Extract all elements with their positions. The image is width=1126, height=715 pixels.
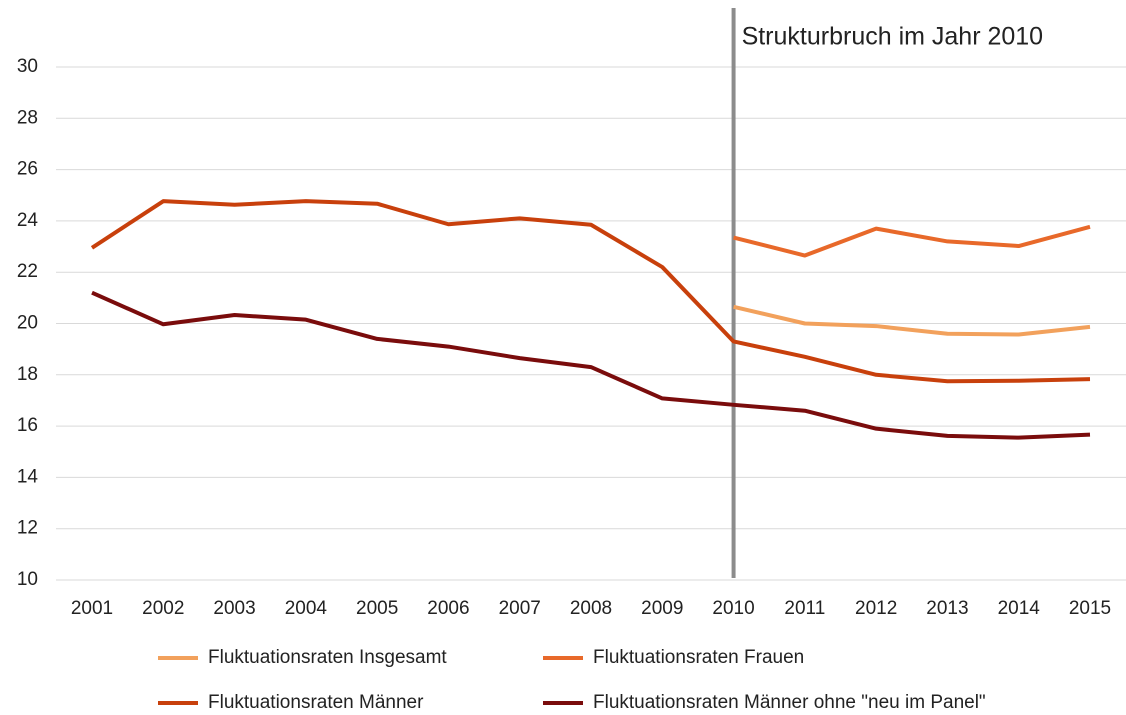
y-tick-label: 16 [17, 415, 38, 436]
y-tick-label: 28 [17, 107, 38, 128]
x-tick-label: 2011 [784, 598, 825, 619]
annotation: Strukturbruch im Jahr 2010 [742, 23, 1044, 51]
y-tick-label: 14 [17, 466, 39, 487]
legend-label: Fluktuationsraten Frauen [593, 647, 804, 668]
series-line [733, 304, 1091, 337]
x-tick-label: 2008 [570, 598, 612, 619]
x-tick-label: 2004 [285, 598, 328, 619]
legend-label: Fluktuationsraten Insgesamt [208, 647, 447, 668]
x-tick-label: 2009 [641, 598, 683, 619]
y-tick-label: 12 [17, 518, 38, 539]
x-tick-label: 2010 [712, 598, 754, 619]
legend-label: Fluktuationsraten Männer ohne "neu im Pa… [593, 692, 986, 713]
legend-label: Fluktuationsraten Männer [208, 692, 424, 713]
y-tick-label: 10 [17, 569, 38, 590]
y-tick-label: 22 [17, 261, 38, 282]
x-tick-label: 2012 [855, 598, 897, 619]
x-tick-label: 2002 [142, 598, 184, 619]
y-tick-label: 30 [17, 56, 38, 77]
y-tick-label: 26 [17, 159, 38, 180]
x-tick-label: 2006 [427, 598, 469, 619]
x-tick-label: 2003 [213, 598, 255, 619]
x-tick-label: 2001 [71, 598, 113, 619]
series-line [90, 199, 1091, 384]
x-tick-label: 2015 [1069, 598, 1111, 619]
x-tick-label: 2005 [356, 598, 398, 619]
y-tick-label: 24 [17, 210, 39, 231]
y-tick-label: 20 [17, 313, 38, 334]
series-line [91, 290, 1091, 440]
y-tick-label: 18 [17, 364, 38, 385]
x-tick-label: 2014 [998, 598, 1041, 619]
series-line [733, 224, 1091, 258]
x-tick-label: 2013 [926, 598, 968, 619]
x-tick-label: 2007 [499, 598, 541, 619]
